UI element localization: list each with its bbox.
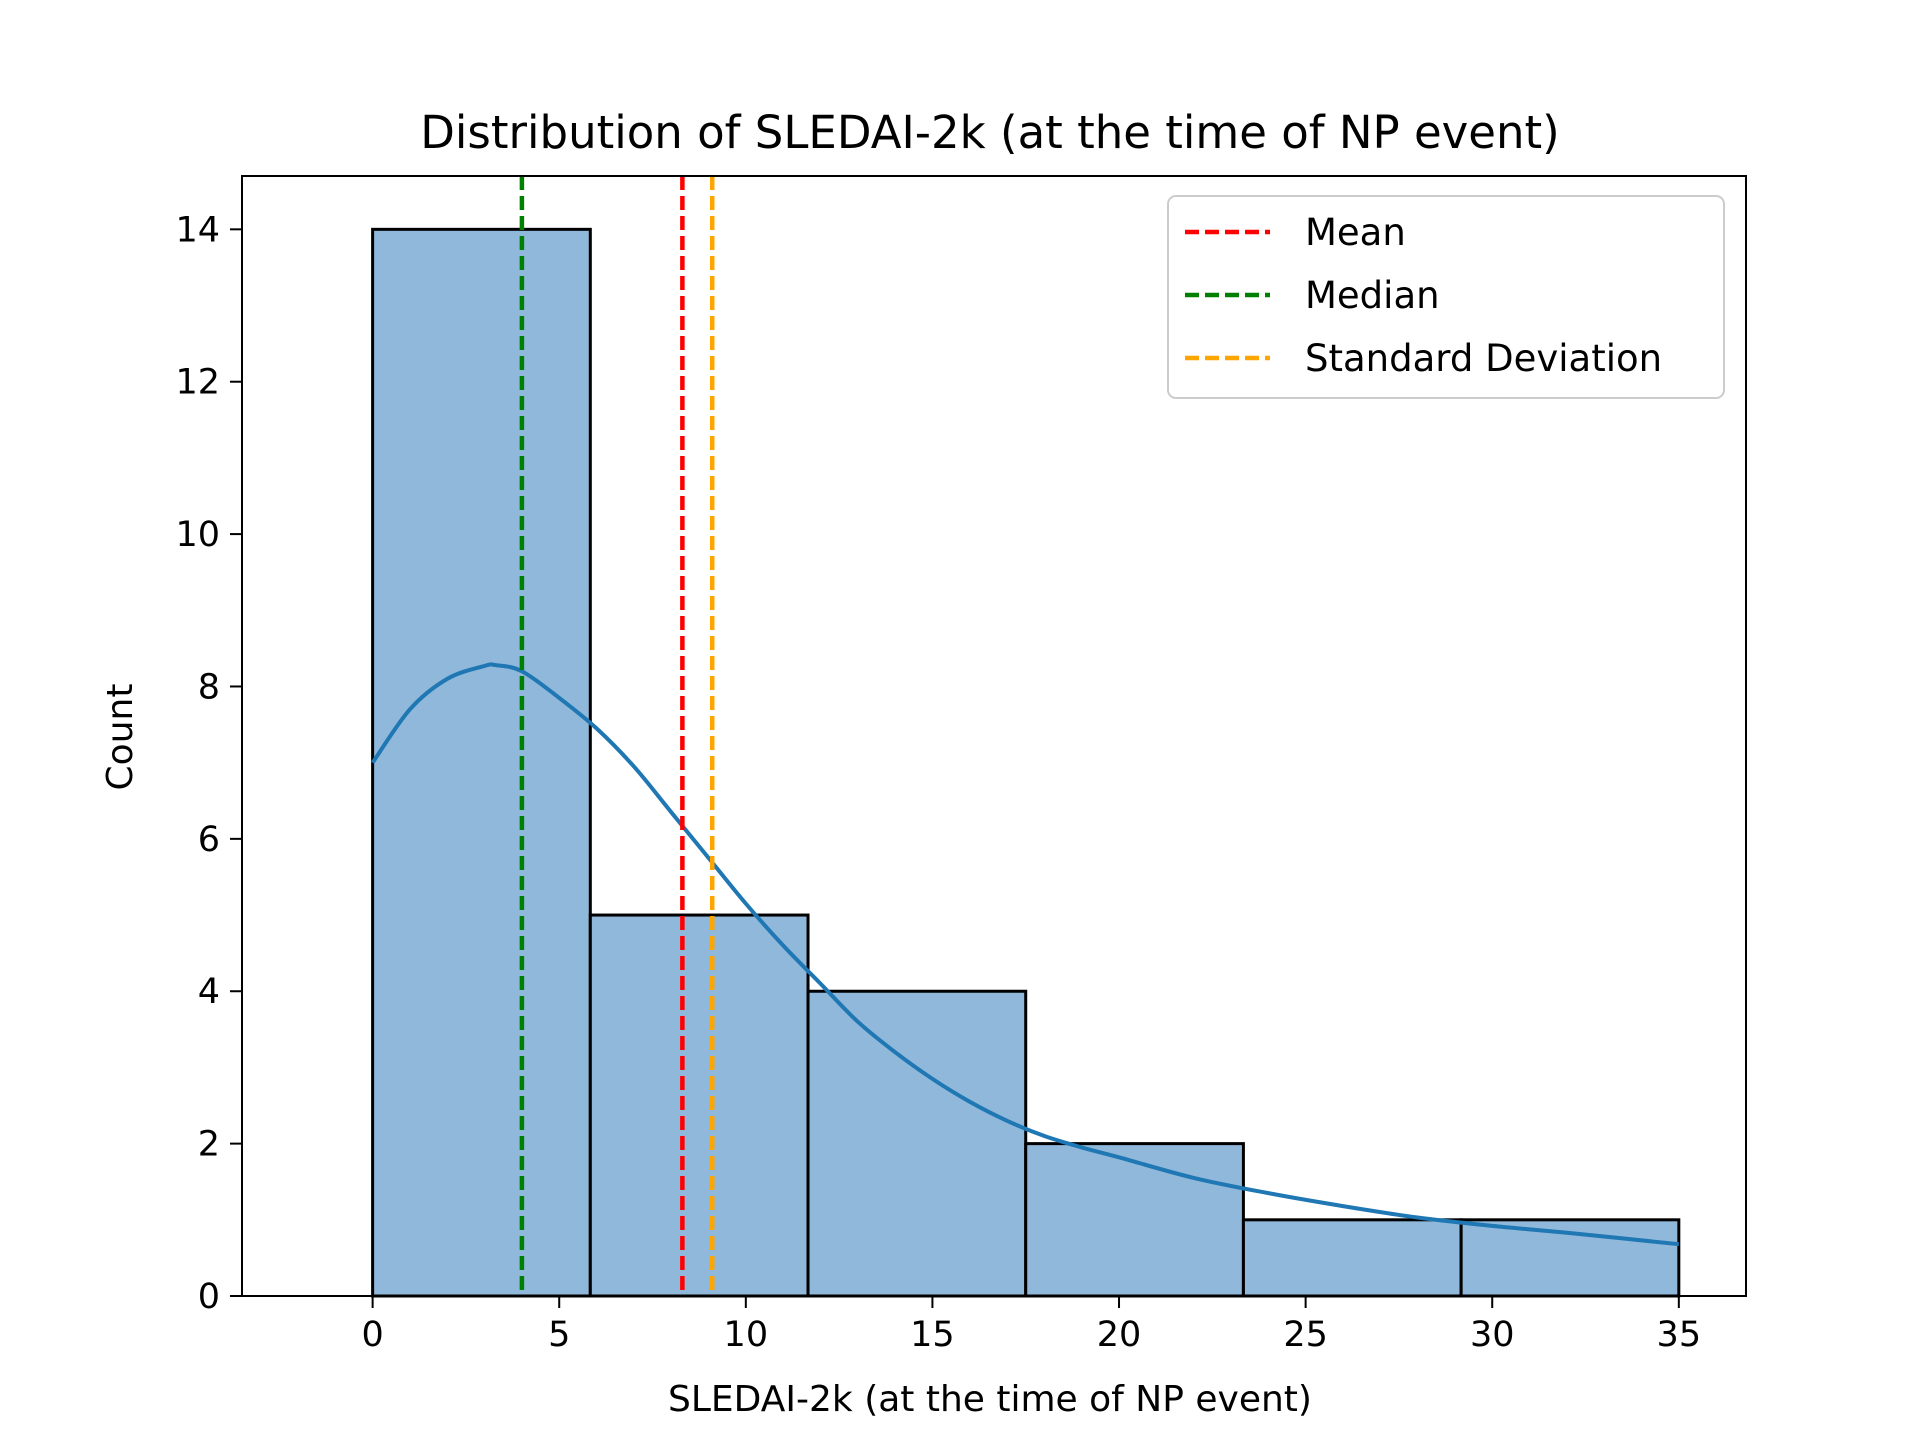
- histogram-bar-2: [588, 913, 810, 1298]
- y-axis-ticks: 0 2 4 6 8 10 12 14: [175, 210, 242, 1317]
- x-tick-label: 20: [1097, 1315, 1142, 1355]
- y-tick-label: 2: [198, 1125, 220, 1165]
- x-tick-label: 5: [548, 1315, 570, 1355]
- y-axis-label: Count: [100, 684, 141, 791]
- legend-label: Median: [1305, 274, 1440, 317]
- x-tick-label: 25: [1283, 1315, 1328, 1355]
- x-tick-label: 0: [361, 1315, 383, 1355]
- x-axis-ticks: 0 5 10 15 20 25 30 35: [361, 1296, 1701, 1355]
- legend: Mean Median Standard Deviation: [1167, 195, 1725, 399]
- chart-title: Distribution of SLEDAI-2k (at the time o…: [420, 106, 1559, 159]
- y-tick-label: 12: [175, 363, 220, 403]
- histogram-bar-3: [806, 989, 1028, 1298]
- histogram-bar-1: [371, 227, 592, 1298]
- reference-lines: [519, 176, 715, 1296]
- x-tick-label: 15: [910, 1315, 955, 1355]
- axes-frame: [241, 175, 1747, 1297]
- histogram-bar-5: [1241, 1218, 1463, 1298]
- legend-label: Mean: [1305, 211, 1406, 254]
- legend-label: Standard Deviation: [1305, 337, 1662, 380]
- x-tick-label: 10: [724, 1315, 769, 1355]
- kde-curve: [370, 662, 1680, 1247]
- y-tick-label: 8: [198, 667, 220, 707]
- x-tick-label: 35: [1657, 1315, 1702, 1355]
- y-tick-label: 6: [198, 820, 220, 860]
- y-tick-label: 10: [175, 515, 220, 555]
- y-tick-label: 0: [198, 1277, 220, 1317]
- histogram-bar-4: [1024, 1142, 1245, 1298]
- y-tick-label: 4: [198, 972, 220, 1012]
- x-axis-label: SLEDAI-2k (at the time of NP event): [668, 1379, 1312, 1420]
- y-tick-label: 14: [175, 210, 220, 250]
- x-tick-label: 30: [1470, 1315, 1515, 1355]
- legend-box: [1167, 195, 1725, 399]
